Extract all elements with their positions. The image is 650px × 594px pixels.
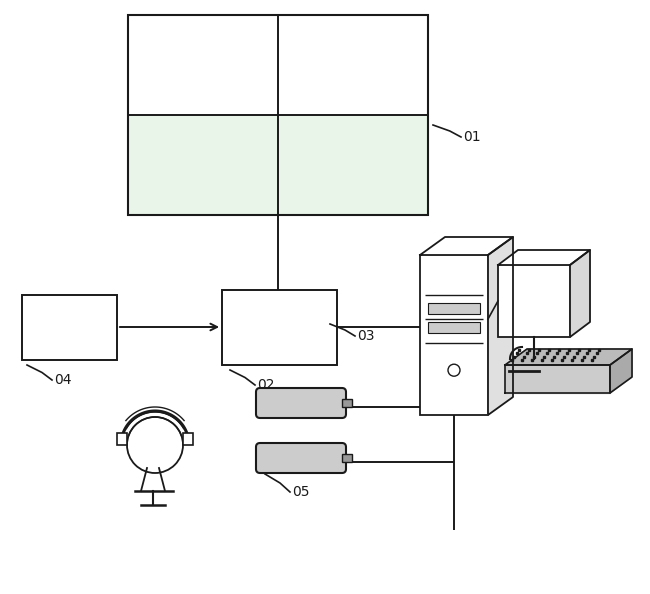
FancyBboxPatch shape <box>256 443 346 473</box>
Bar <box>420 255 488 415</box>
Circle shape <box>127 417 183 473</box>
Polygon shape <box>420 237 513 255</box>
Text: 02: 02 <box>257 378 274 392</box>
Bar <box>278 115 428 215</box>
Bar <box>22 295 117 360</box>
Polygon shape <box>488 237 513 415</box>
Bar <box>498 265 570 337</box>
Polygon shape <box>505 365 610 393</box>
Polygon shape <box>498 250 590 265</box>
Bar <box>128 115 278 215</box>
Polygon shape <box>610 349 632 393</box>
Bar <box>342 399 352 407</box>
Bar <box>342 454 352 462</box>
Text: 05: 05 <box>292 485 309 499</box>
Bar <box>116 433 127 445</box>
Text: 01: 01 <box>463 130 480 144</box>
Bar <box>128 15 428 215</box>
FancyBboxPatch shape <box>256 388 346 418</box>
Circle shape <box>448 364 460 376</box>
Text: 04: 04 <box>54 373 72 387</box>
Bar <box>428 322 480 333</box>
Bar <box>222 290 337 365</box>
Bar <box>183 433 194 445</box>
Polygon shape <box>570 250 590 337</box>
Text: 03: 03 <box>357 329 374 343</box>
Bar <box>428 303 480 314</box>
Polygon shape <box>505 349 632 365</box>
